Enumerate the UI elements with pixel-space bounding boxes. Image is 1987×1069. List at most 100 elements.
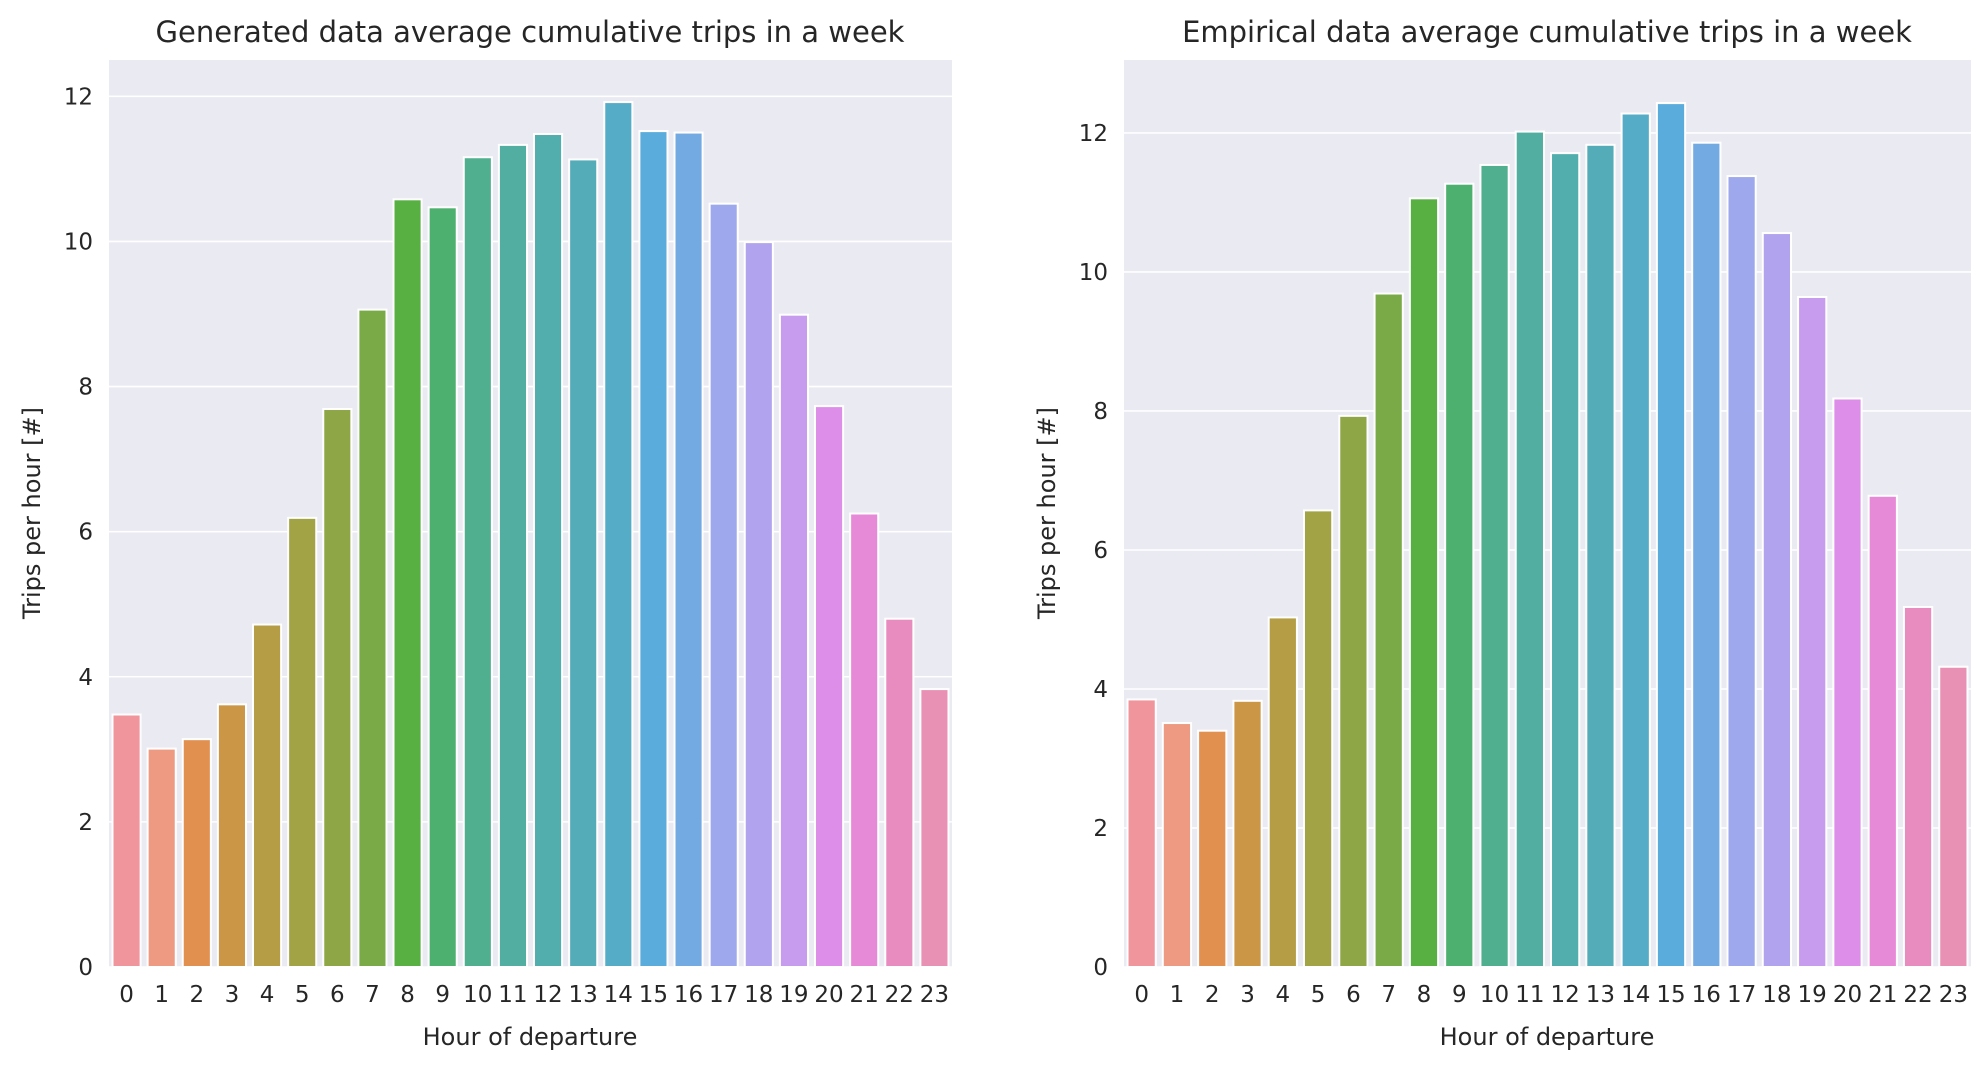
y-tick-label-generated: 12: [64, 84, 93, 110]
x-tick-label-empirical: 12: [1551, 982, 1580, 1008]
bar-empirical-hour-6: [1338, 414, 1369, 969]
gridlines-generated: [109, 95, 952, 968]
bar-generated-hour-15: [638, 130, 669, 968]
bar-empirical-hour-14: [1620, 112, 1651, 968]
x-tick-label-generated: 15: [639, 982, 668, 1008]
bar-generated-hour-19: [778, 313, 809, 968]
x-tick-label-generated: 7: [365, 982, 380, 1008]
plot-area-generated: [109, 60, 952, 967]
x-tick-label-empirical: 5: [1311, 982, 1326, 1008]
bar-generated-hour-16: [673, 131, 704, 968]
bar-empirical-hour-11: [1514, 130, 1545, 968]
bar-generated-hour-6: [322, 408, 353, 968]
x-ticks-empirical: 0 1 2 3 4 5 6 7 8 9 10 11 12 13 14 15 16 17 18 19 20 21 22 23: [1134, 982, 1968, 1008]
x-tick-label-generated: 23: [920, 982, 949, 1008]
x-tick-label-generated: 0: [119, 982, 134, 1008]
y-tick-label-generated: 8: [78, 375, 93, 401]
chart-title-empirical: Empirical data average cumulative trips …: [1182, 15, 1912, 49]
x-tick-label-generated: 4: [260, 982, 275, 1008]
x-tick-label-empirical: 16: [1692, 982, 1721, 1008]
x-tick-label-generated: 18: [744, 982, 773, 1008]
bar-generated-hour-8: [392, 198, 423, 969]
y-tick-label-empirical: 12: [1079, 121, 1108, 147]
bar-empirical-hour-7: [1373, 292, 1404, 968]
x-tick-label-empirical: 7: [1381, 982, 1396, 1008]
x-tick-label-empirical: 8: [1417, 982, 1432, 1008]
bar-generated-hour-2: [181, 738, 212, 969]
x-ticks-generated: 0 1 2 3 4 5 6 7 8 9 10 11 12 13 14 15 16 17 18 19 20 21 22 23: [119, 982, 949, 1008]
bar-generated-hour-23: [919, 688, 950, 968]
bar-generated-hour-12: [533, 133, 564, 968]
bar-generated-hour-13: [568, 158, 599, 968]
y-tick-label-empirical: 6: [1093, 538, 1108, 564]
bar-empirical-hour-17: [1726, 175, 1757, 969]
y-tick-label-empirical: 10: [1079, 260, 1108, 286]
x-tick-label-empirical: 20: [1833, 982, 1862, 1008]
x-tick-label-empirical: 13: [1586, 982, 1615, 1008]
bar-generated-hour-21: [849, 512, 880, 968]
x-axis-label-generated: Hour of departure: [423, 1023, 638, 1051]
y-tick-label-generated: 6: [78, 520, 93, 546]
x-tick-label-empirical: 21: [1868, 982, 1897, 1008]
y-tick-label-generated: 10: [64, 229, 93, 255]
x-tick-label-empirical: 14: [1621, 982, 1650, 1008]
x-tick-label-generated: 16: [674, 982, 703, 1008]
bar-generated-hour-5: [287, 516, 318, 968]
bar-empirical-hour-16: [1691, 141, 1722, 968]
y-tick-label-empirical: 4: [1093, 677, 1108, 703]
y-ticks-generated: 0 2 4 6 8 10 12: [64, 84, 93, 981]
bar-empirical-hour-5: [1302, 509, 1334, 968]
x-tick-label-empirical: 1: [1170, 982, 1185, 1008]
x-tick-label-empirical: 4: [1275, 982, 1290, 1008]
x-tick-label-empirical: 18: [1762, 982, 1791, 1008]
bar-empirical-hour-10: [1479, 163, 1510, 969]
bar-generated-hour-3: [216, 703, 247, 969]
x-tick-label-generated: 12: [533, 982, 562, 1008]
bar-generated-hour-9: [427, 206, 458, 968]
y-tick-label-empirical: 2: [1093, 816, 1108, 842]
bar-generated-hour-7: [357, 308, 388, 969]
bar-empirical-hour-21: [1867, 494, 1898, 968]
x-tick-label-generated: 3: [225, 982, 240, 1008]
bar-empirical-hour-19: [1797, 296, 1828, 968]
bar-empirical-hour-8: [1408, 197, 1440, 968]
bar-generated-hour-1: [146, 747, 177, 969]
x-tick-label-generated: 5: [295, 982, 310, 1008]
bar-empirical-hour-13: [1585, 143, 1616, 968]
x-tick-label-generated: 22: [885, 982, 914, 1008]
bar-empirical-hour-12: [1550, 152, 1581, 968]
bar-generated-hour-22: [884, 617, 915, 968]
bar-generated-hour-20: [814, 405, 845, 968]
y-tick-label-generated: 4: [78, 665, 93, 691]
bar-empirical-hour-9: [1444, 182, 1475, 968]
y-axis-label-generated: Trips per hour [#]: [18, 407, 46, 620]
x-tick-label-generated: 10: [463, 982, 492, 1008]
x-tick-label-empirical: 6: [1346, 982, 1361, 1008]
x-tick-label-empirical: 11: [1515, 982, 1544, 1008]
bar-empirical-hour-23: [1938, 665, 1969, 968]
x-tick-label-generated: 8: [400, 982, 415, 1008]
bar-empirical-hour-3: [1232, 699, 1263, 969]
bar-generated-hour-4: [252, 623, 283, 968]
x-tick-label-empirical: 3: [1240, 982, 1255, 1008]
x-tick-label-empirical: 23: [1939, 982, 1968, 1008]
y-tick-label-empirical: 0: [1093, 955, 1108, 981]
y-tick-label-generated: 0: [78, 955, 93, 981]
bar-generated-hour-17: [708, 202, 739, 968]
bar-empirical-hour-20: [1832, 397, 1863, 969]
bar-empirical-hour-1: [1161, 722, 1193, 968]
x-tick-label-empirical: 10: [1480, 982, 1509, 1008]
x-tick-label-generated: 11: [498, 982, 527, 1008]
y-axis-label-empirical: Trips per hour [#]: [1033, 407, 1061, 620]
x-tick-label-generated: 13: [569, 982, 598, 1008]
x-tick-label-generated: 17: [709, 982, 738, 1008]
gridlines-empirical: [1124, 132, 1971, 968]
x-tick-label-generated: 9: [435, 982, 450, 1008]
bar-generated-hour-0: [111, 713, 142, 969]
bar-generated-hour-14: [603, 101, 634, 969]
bar-generated-hour-11: [497, 143, 528, 968]
bar-empirical-hour-18: [1761, 232, 1793, 969]
y-tick-label-generated: 2: [78, 810, 93, 836]
bars-empirical: [1126, 102, 1969, 969]
